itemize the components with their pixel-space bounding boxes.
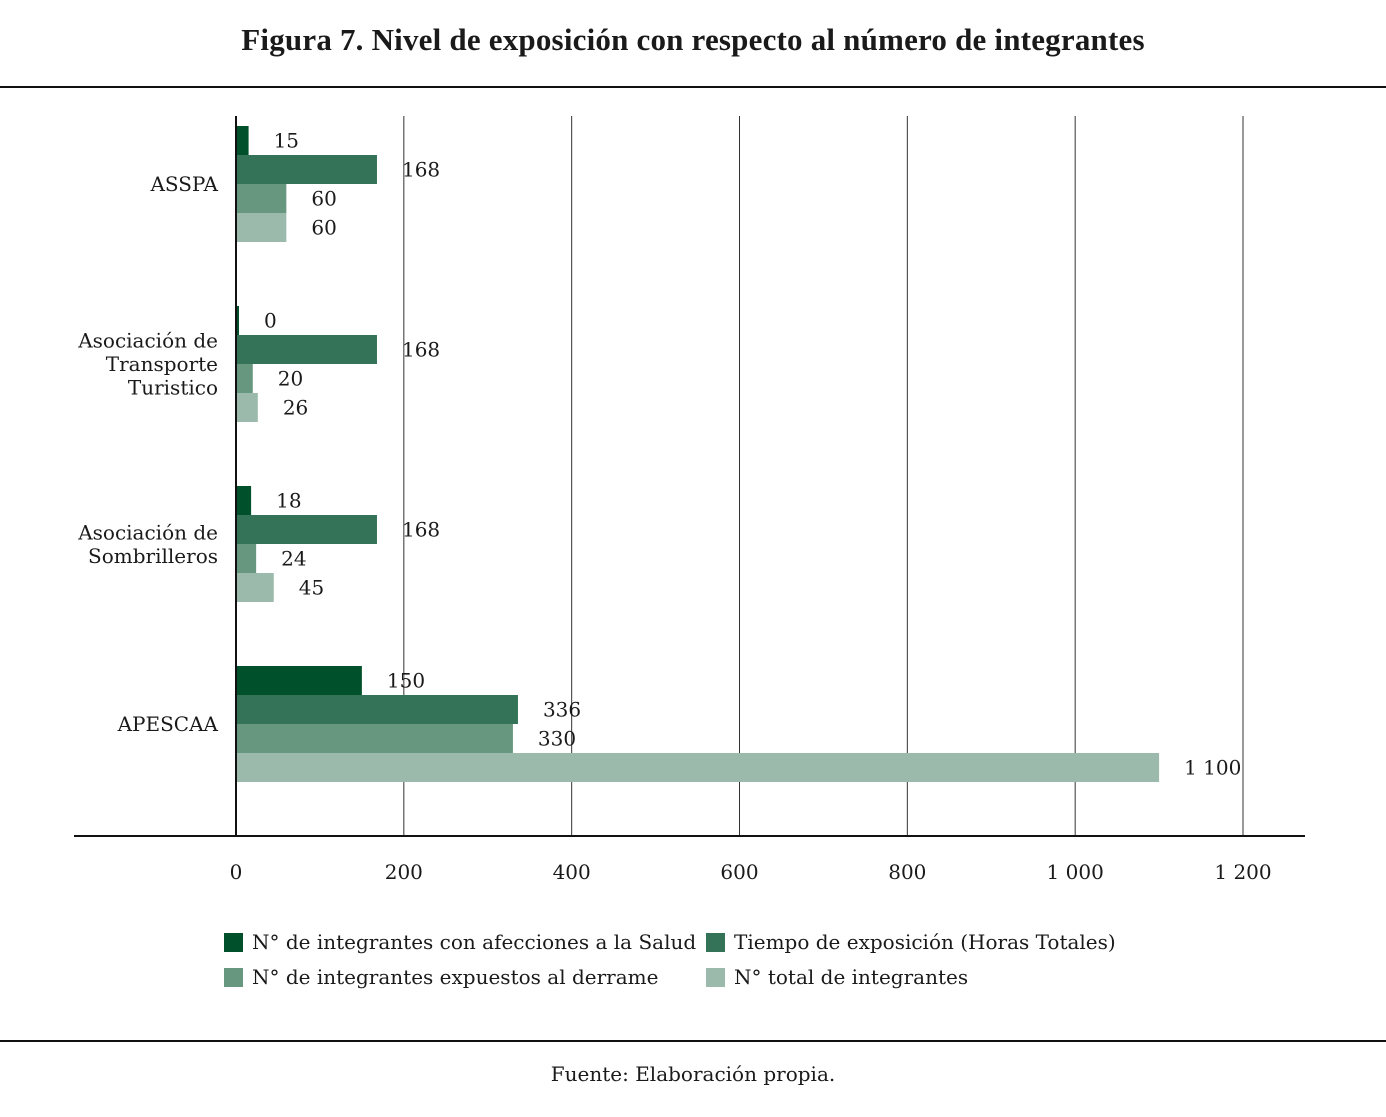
x-tick-label: 400 xyxy=(553,860,591,884)
x-tick-label: 0 xyxy=(230,860,243,884)
legend-item: N° de integrantes con afecciones a la Sa… xyxy=(224,930,696,954)
bar xyxy=(236,573,274,602)
legend-swatch xyxy=(224,967,243,987)
data-label: 26 xyxy=(283,396,308,420)
data-label: 60 xyxy=(311,187,336,211)
bar xyxy=(236,486,252,515)
data-label: 45 xyxy=(299,576,324,600)
bar xyxy=(236,695,518,724)
data-label: 168 xyxy=(402,158,440,182)
gridlines xyxy=(403,116,1244,836)
bar xyxy=(236,364,253,393)
category-label: Asociación de xyxy=(77,329,218,353)
legend-swatch xyxy=(224,932,243,952)
data-label: 168 xyxy=(402,338,440,362)
data-label: 168 xyxy=(402,518,440,542)
data-label: 20 xyxy=(278,367,303,391)
top-rule xyxy=(0,86,1386,88)
x-tick-labels: 0 200 400 600 800 1 000 1 200 xyxy=(230,860,1272,884)
bar xyxy=(236,515,377,544)
bottom-rule xyxy=(0,1040,1386,1042)
bar xyxy=(236,155,377,184)
category-label: Turistico xyxy=(128,376,218,400)
data-label: 15 xyxy=(274,129,299,153)
bars xyxy=(236,126,1160,782)
data-label: 150 xyxy=(387,669,425,693)
category-label: ASSPA xyxy=(149,172,218,196)
bar-labels: 15 168 60 60 0 168 20 26 18 168 24 45 150 336 330 1 100 xyxy=(264,129,1241,780)
bar xyxy=(236,753,1160,782)
bar xyxy=(236,126,249,155)
x-tick-label: 600 xyxy=(720,860,758,884)
axes xyxy=(74,116,1305,837)
x-tick-label: 1 200 xyxy=(1214,860,1271,884)
bar xyxy=(236,666,362,695)
bar xyxy=(236,184,287,213)
bar xyxy=(236,393,258,422)
legend-swatch xyxy=(706,967,725,987)
legend-label: N° total de integrantes xyxy=(734,965,969,989)
source-note: Fuente: Elaboración propia. xyxy=(550,1062,836,1086)
legend-item: N° total de integrantes xyxy=(706,965,968,989)
x-tick-label: 1 000 xyxy=(1047,860,1104,884)
category-label: Sombrilleros xyxy=(88,544,218,568)
data-label: 0 xyxy=(264,309,277,333)
data-label: 1 100 xyxy=(1184,756,1241,780)
bar xyxy=(236,335,377,364)
category-label: Transporte xyxy=(106,352,218,376)
data-label: 18 xyxy=(276,489,301,513)
x-tick-label: 200 xyxy=(385,860,423,884)
bar xyxy=(236,306,239,335)
data-label: 24 xyxy=(281,547,306,571)
category-label: APESCAA xyxy=(117,712,219,736)
legend-swatch xyxy=(706,932,725,952)
x-tick-label: 800 xyxy=(888,860,926,884)
legend-label: N° de integrantes expuestos al derrame xyxy=(252,965,659,989)
bar xyxy=(236,213,287,242)
category-label: Asociación de xyxy=(77,520,218,544)
data-label: 330 xyxy=(538,727,576,751)
data-label: 60 xyxy=(311,216,336,240)
legend-item: N° de integrantes expuestos al derrame xyxy=(224,965,658,989)
legend-item: Tiempo de exposición (Horas Totales) xyxy=(706,930,1116,954)
bar xyxy=(236,724,513,753)
legend-label: Tiempo de exposición (Horas Totales) xyxy=(734,930,1116,954)
bar xyxy=(236,544,257,573)
data-label: 336 xyxy=(543,698,581,722)
chart-title: Figura 7. Nivel de exposición con respec… xyxy=(241,22,1145,57)
legend-label: N° de integrantes con afecciones a la Sa… xyxy=(252,930,697,954)
